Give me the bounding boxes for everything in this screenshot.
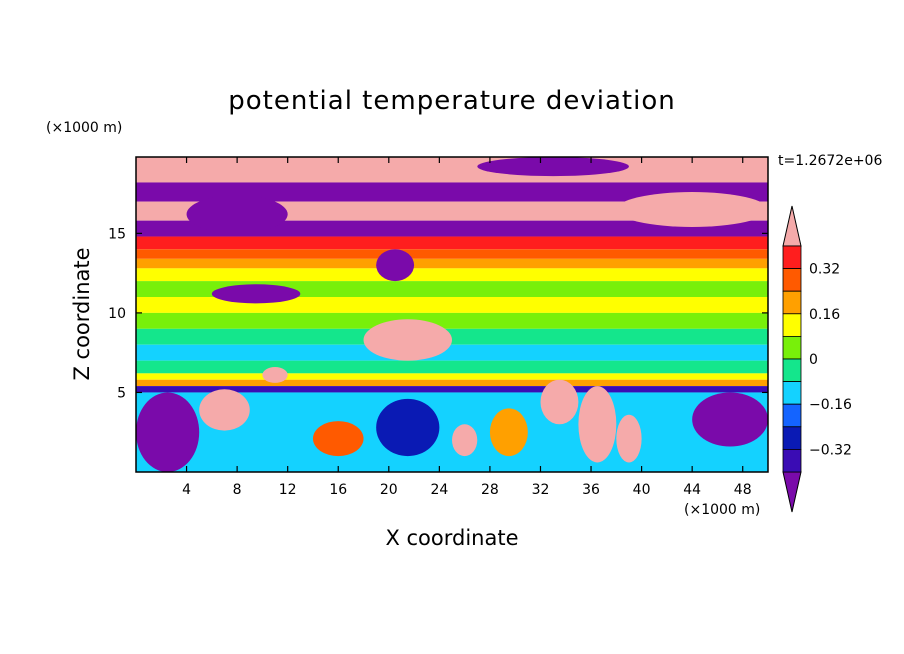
x-tick-label-12: 12 [279,482,297,498]
y-tick-label-10: 10 [108,306,126,322]
colorbar-segment-8 [782,426,802,450]
feature-0 [186,195,288,234]
colorbar-segment-4 [782,335,802,360]
x-tick-label-36: 36 [582,482,600,498]
feature-15 [578,386,617,463]
band-5 [136,249,768,259]
feature-3 [376,249,415,282]
colorbar-label-0: 0.32 [809,262,840,278]
x-tick-label-8: 8 [233,482,242,498]
colorbar-label-2: 0 [809,352,818,368]
colorbar-segment-7 [782,403,802,428]
x-tick-label-40: 40 [633,482,651,498]
x-tick-label-24: 24 [430,482,448,498]
x-tick-label-16: 16 [329,482,347,498]
x-tick-label-48: 48 [734,482,752,498]
feature-1 [477,157,629,177]
feature-12 [452,424,478,457]
y-tick-label-5: 5 [117,385,126,401]
feature-6 [262,367,288,383]
x-tick-label-28: 28 [481,482,499,498]
feature-14 [540,379,579,425]
feature-10 [312,421,364,457]
band-13 [136,360,768,374]
feature-2 [616,192,768,227]
feature-16 [616,414,642,463]
colorbar-segment-5 [782,358,802,383]
band-11 [136,328,768,345]
contour-field [136,157,768,472]
feature-7 [136,392,200,472]
x-tick-label-20: 20 [380,482,398,498]
colorbar-extend-max [782,205,802,247]
feature-5 [363,319,453,361]
x-tick-label-44: 44 [683,482,701,498]
colorbar-segment-9 [782,448,802,473]
band-6 [136,258,768,269]
band-7 [136,268,768,282]
colorbar-label-1: 0.16 [809,307,840,323]
colorbar-segment-6 [782,381,802,405]
colorbar-label-4: −0.32 [809,442,852,458]
feature-8 [199,389,250,431]
band-3 [136,220,768,237]
y-axis-unit: (×1000 m) [46,120,123,136]
band-15 [136,379,768,387]
feature-9 [692,392,768,447]
feature-4 [211,284,301,304]
colorbar-segment-2 [782,290,802,315]
chart-title: potential temperature deviation [228,86,676,116]
feature-13 [489,408,528,457]
colorbar-segment-3 [782,313,802,337]
band-9 [136,297,768,313]
band-10 [136,312,768,329]
feature-11 [376,398,440,457]
x-tick-label-32: 32 [532,482,550,498]
band-12 [136,344,768,361]
colorbar-label-3: −0.16 [809,397,852,413]
colorbar-segment-0 [782,245,802,270]
band-4 [136,236,768,250]
x-axis-label: X coordinate [385,526,519,550]
time-label: t=1.2672e+06 [778,153,883,169]
x-axis-unit: (×1000 m) [684,502,761,518]
x-tick-label-4: 4 [182,482,191,498]
colorbar-extend-min [782,471,802,513]
colorbar: 0.32 0.16 0 −0.16 −0.32 [782,205,852,513]
colorbar-segment-1 [782,268,802,292]
band-1 [136,182,768,202]
plot-frame [135,156,769,473]
band-0 [136,157,768,183]
band-16 [136,386,768,393]
band-14 [136,373,768,380]
y-tick-label-15: 15 [108,226,126,242]
band-2 [136,201,768,221]
